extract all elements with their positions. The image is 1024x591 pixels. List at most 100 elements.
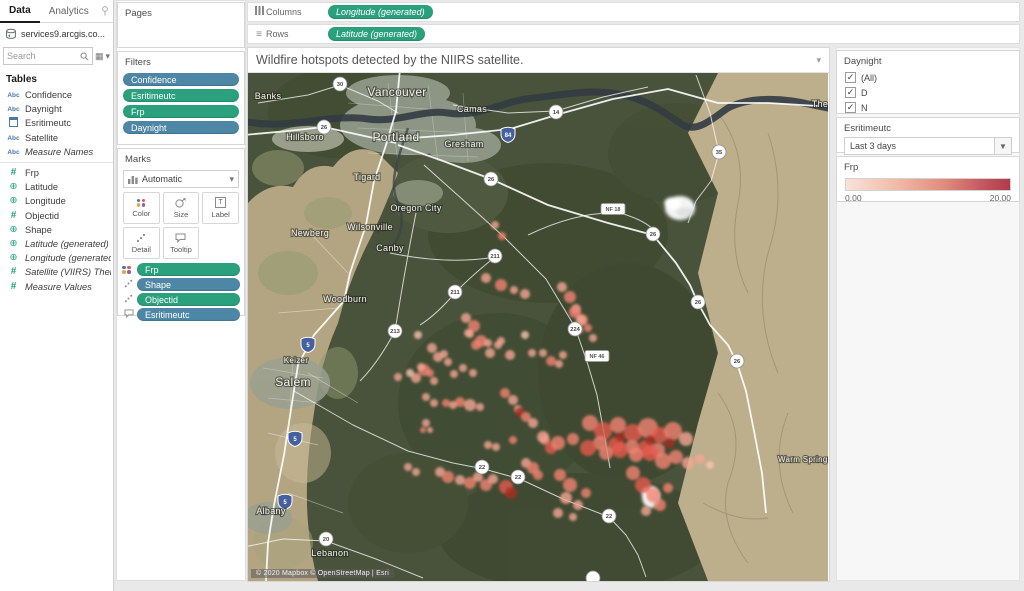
- hotspot-mark[interactable]: [663, 483, 673, 493]
- field-item[interactable]: Esritimeutc: [0, 116, 113, 130]
- sheet-title-bar[interactable]: Wildfire hotspots detected by the NIIRS …: [248, 48, 829, 73]
- hotspot-mark[interactable]: [569, 513, 577, 521]
- hotspot-mark[interactable]: [492, 443, 500, 451]
- size-button[interactable]: Size: [162, 192, 200, 224]
- field-item[interactable]: # Objectid: [0, 209, 113, 223]
- hotspot-mark[interactable]: [484, 339, 492, 347]
- hotspot-mark[interactable]: [589, 334, 597, 342]
- hotspot-mark[interactable]: [468, 320, 480, 332]
- checkbox[interactable]: ✓: [845, 87, 856, 98]
- hotspot-mark[interactable]: [646, 488, 660, 502]
- hotspot-mark[interactable]: [624, 424, 642, 442]
- hotspot-mark[interactable]: [599, 446, 613, 460]
- hotspot-mark[interactable]: [414, 331, 422, 339]
- hotspot-mark[interactable]: [615, 432, 625, 442]
- field-item[interactable]: ⊕ Latitude: [0, 180, 113, 194]
- daynight-check-item[interactable]: ✓ D: [837, 85, 1019, 100]
- hotspot-mark[interactable]: [427, 343, 437, 353]
- hotspot-mark[interactable]: [626, 466, 640, 480]
- pane-menu-caret-icon[interactable]: ▾: [105, 50, 110, 61]
- field-item[interactable]: ⊕ Shape: [0, 223, 113, 237]
- hotspot-mark[interactable]: [404, 463, 412, 471]
- field-item[interactable]: ⊕ Longitude: [0, 194, 113, 208]
- field-item[interactable]: Abc Confidence: [0, 88, 113, 102]
- hotspot-mark[interactable]: [521, 412, 531, 422]
- hotspot-mark[interactable]: [580, 440, 596, 456]
- hotspot-mark[interactable]: [645, 435, 655, 445]
- hotspot-mark[interactable]: [420, 427, 426, 433]
- datasource-row[interactable]: services9.arcgis.co...: [0, 23, 113, 44]
- frp-gradient[interactable]: [845, 178, 1011, 191]
- view-toggle-icon[interactable]: ▦: [94, 50, 104, 61]
- hotspot-mark[interactable]: [505, 487, 517, 499]
- hotspot-mark[interactable]: [551, 436, 565, 450]
- hotspot-mark[interactable]: [635, 477, 651, 493]
- esritimeutc-dropdown[interactable]: Last 3 days ▼: [844, 137, 1012, 155]
- field-item[interactable]: # Frp: [0, 166, 113, 180]
- hotspot-mark[interactable]: [612, 442, 628, 458]
- hotspot-mark[interactable]: [584, 324, 592, 332]
- hotspot-mark[interactable]: [455, 475, 465, 485]
- hotspot-mark[interactable]: [471, 340, 481, 350]
- hotspot-mark[interactable]: [539, 349, 547, 357]
- columns-shelf[interactable]: Columns Longitude (generated): [247, 2, 1020, 22]
- hotspot-mark[interactable]: [555, 360, 563, 368]
- detail-button[interactable]: Detail: [123, 227, 160, 259]
- hotspot-mark[interactable]: [485, 348, 495, 358]
- hotspot-mark[interactable]: [430, 377, 438, 385]
- hotspot-mark[interactable]: [521, 331, 529, 339]
- hotspot-mark[interactable]: [422, 393, 430, 401]
- hotspot-mark[interactable]: [665, 438, 675, 448]
- hotspot-mark[interactable]: [450, 370, 458, 378]
- hotspot-mark[interactable]: [537, 431, 549, 443]
- hotspot-mark[interactable]: [481, 273, 491, 283]
- title-menu-caret-icon[interactable]: ▾: [816, 54, 821, 65]
- hotspot-mark[interactable]: [563, 478, 577, 492]
- hotspot-mark[interactable]: [464, 329, 472, 337]
- filter-pill[interactable]: Confidence: [123, 73, 239, 86]
- hotspot-mark[interactable]: [679, 432, 693, 446]
- label-button[interactable]: T Label: [202, 192, 239, 224]
- hotspot-mark[interactable]: [669, 450, 683, 464]
- hotspot-mark[interactable]: [394, 373, 402, 381]
- hotspot-mark[interactable]: [528, 418, 538, 428]
- hotspot-mark[interactable]: [641, 506, 651, 516]
- hotspot-mark[interactable]: [567, 433, 579, 445]
- daynight-check-item[interactable]: ✓ N: [837, 100, 1019, 115]
- hotspot-mark[interactable]: [440, 350, 448, 358]
- hotspot-mark[interactable]: [520, 289, 530, 299]
- hotspot-mark[interactable]: [459, 364, 467, 372]
- hotspot-mark[interactable]: [554, 469, 566, 481]
- field-item[interactable]: Abc Measure Names: [0, 145, 113, 159]
- hotspot-mark[interactable]: [573, 500, 583, 510]
- hotspot-mark[interactable]: [505, 350, 515, 360]
- dropdown-caret-icon[interactable]: ▼: [994, 138, 1011, 154]
- hotspot-mark[interactable]: [494, 341, 502, 349]
- hotspot-mark[interactable]: [582, 415, 598, 431]
- hotspot-mark[interactable]: [427, 427, 433, 433]
- color-button[interactable]: Color: [123, 192, 160, 224]
- marks-pill[interactable]: Esritimeutc: [137, 308, 240, 321]
- hotspot-mark[interactable]: [455, 397, 465, 407]
- hotspot-mark[interactable]: [426, 369, 434, 377]
- hotspot-mark[interactable]: [655, 453, 671, 469]
- hotspot-mark[interactable]: [594, 422, 612, 440]
- hotspot-mark[interactable]: [442, 471, 454, 483]
- marks-pill[interactable]: Shape: [137, 278, 240, 291]
- mark-type-select[interactable]: Automatic ▾: [123, 170, 239, 188]
- checkbox[interactable]: ✓: [845, 102, 856, 113]
- hotspot-mark[interactable]: [430, 399, 438, 407]
- hotspot-mark[interactable]: [473, 472, 483, 482]
- hotspot-mark[interactable]: [581, 488, 591, 498]
- marks-pill[interactable]: Frp: [137, 263, 240, 276]
- hotspot-mark[interactable]: [553, 508, 563, 518]
- field-item[interactable]: Abc Daynight: [0, 102, 113, 116]
- filter-pill[interactable]: Daynight: [123, 121, 239, 134]
- tab-analytics[interactable]: Analytics: [48, 5, 89, 17]
- hotspot-mark[interactable]: [629, 448, 643, 462]
- pages-shelf[interactable]: Pages: [117, 2, 245, 48]
- columns-pill[interactable]: Longitude (generated): [328, 5, 433, 19]
- hotspot-mark[interactable]: [411, 373, 421, 383]
- hotspot-mark[interactable]: [559, 351, 567, 359]
- map-canvas[interactable]: 30 26 84 26 211 211 213 5 5 5 20 22 22 22 14 35 26 224 NF …: [248, 73, 828, 581]
